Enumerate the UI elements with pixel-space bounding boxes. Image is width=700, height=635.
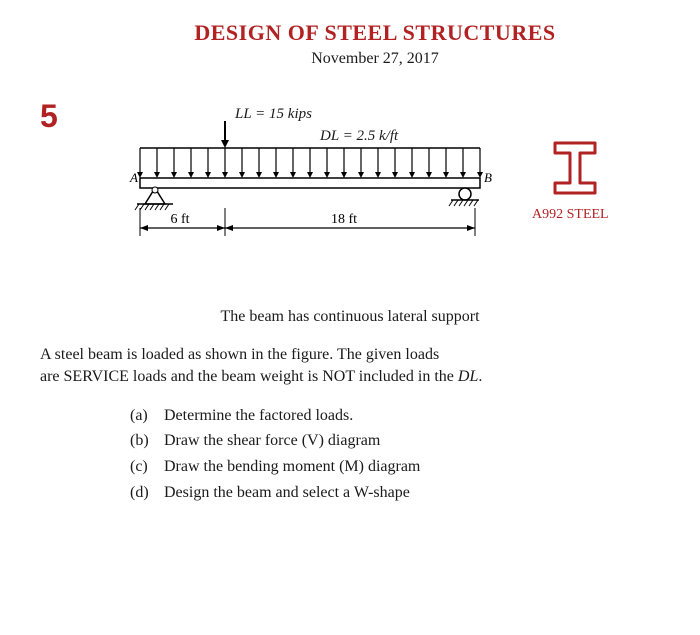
- q-text: Design the beam and select a W-shape: [164, 480, 410, 506]
- ibeam-section: A992 STEEL: [550, 138, 609, 223]
- q-letter: (d): [130, 480, 164, 506]
- problem-number: 5: [40, 98, 58, 135]
- svg-text:B: B: [484, 170, 492, 185]
- question-a: (a) Determine the factored loads.: [130, 403, 670, 429]
- question-list: (a) Determine the factored loads. (b) Dr…: [130, 403, 670, 505]
- q-letter: (c): [130, 454, 164, 480]
- beam-figure: LL = 15 kips DL = 2.5 k/ft AB6 ft18 ft A…: [120, 108, 670, 308]
- intro-text: A steel beam is loaded as shown in the f…: [40, 344, 660, 389]
- header: DESIGN OF STEEL STRUCTURES November 27, …: [30, 20, 670, 68]
- beam-diagram: A B 6 ft 18 ft: [120, 118, 520, 288]
- svg-text:A: A: [129, 170, 138, 185]
- intro-line1: A steel beam is loaded as shown in the f…: [40, 346, 439, 363]
- q-letter: (b): [130, 428, 164, 454]
- svg-text:18 ft: 18 ft: [331, 212, 357, 227]
- ibeam-label: A992 STEEL: [532, 207, 609, 223]
- q-text: Determine the factored loads.: [164, 403, 353, 429]
- q-text: Draw the bending moment (M) diagram: [164, 454, 420, 480]
- svg-text:6 ft: 6 ft: [171, 212, 190, 227]
- ibeam-icon: [550, 138, 600, 198]
- date: November 27, 2017: [80, 50, 670, 68]
- question-d: (d) Design the beam and select a W-shape: [130, 480, 670, 506]
- intro-line2c: .: [478, 368, 482, 385]
- page-title: DESIGN OF STEEL STRUCTURES: [80, 20, 670, 46]
- question-c: (c) Draw the bending moment (M) diagram: [130, 454, 670, 480]
- figure-caption: The beam has continuous lateral support: [30, 308, 670, 326]
- intro-line2a: are SERVICE loads and the beam weight is…: [40, 368, 458, 385]
- intro-dl: DL: [458, 368, 478, 385]
- q-text: Draw the shear force (V) diagram: [164, 428, 380, 454]
- content: 5 LL = 15 kips DL = 2.5 k/ft AB6 ft18 ft…: [30, 108, 670, 505]
- question-b: (b) Draw the shear force (V) diagram: [130, 428, 670, 454]
- q-letter: (a): [130, 403, 164, 429]
